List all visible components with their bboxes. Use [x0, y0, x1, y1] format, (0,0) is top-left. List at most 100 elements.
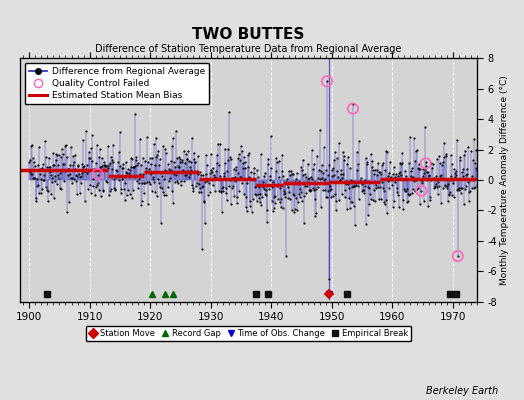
Point — [183, 156, 191, 162]
Point — [440, 154, 448, 160]
Point — [147, 160, 156, 167]
Point — [236, 174, 245, 181]
Point — [347, 199, 355, 206]
Point — [128, 194, 136, 201]
Point — [397, 160, 406, 167]
Point — [306, 187, 314, 193]
Point — [267, 184, 276, 191]
Point — [390, 173, 399, 180]
Point — [258, 182, 266, 188]
Point — [211, 174, 219, 180]
Point — [272, 168, 280, 174]
Point — [217, 185, 226, 191]
Point — [410, 135, 418, 142]
Point — [49, 150, 57, 156]
Point — [199, 183, 207, 189]
Point — [124, 170, 133, 176]
Point — [338, 191, 346, 198]
Point — [75, 190, 84, 196]
Point — [89, 183, 97, 189]
Point — [277, 204, 285, 211]
Point — [42, 154, 50, 160]
Point — [463, 166, 472, 172]
Point — [472, 165, 480, 172]
Point — [247, 176, 255, 183]
Point — [253, 198, 261, 204]
Point — [92, 160, 101, 166]
Point — [88, 158, 96, 164]
Point — [417, 188, 425, 194]
Point — [164, 161, 172, 168]
Title: TWO BUTTES: TWO BUTTES — [192, 27, 305, 42]
Point — [43, 198, 52, 205]
Point — [200, 198, 209, 204]
Point — [108, 166, 117, 172]
Point — [214, 188, 223, 194]
Point — [138, 198, 146, 204]
Point — [32, 194, 40, 201]
Point — [121, 180, 129, 186]
Point — [335, 176, 344, 183]
Point — [122, 159, 130, 165]
Point — [302, 190, 311, 196]
Point — [193, 167, 201, 174]
Point — [408, 190, 416, 196]
Y-axis label: Monthly Temperature Anomaly Difference (°C): Monthly Temperature Anomaly Difference (… — [500, 75, 509, 285]
Point — [331, 148, 339, 155]
Point — [176, 158, 184, 165]
Point — [256, 199, 264, 205]
Point — [304, 161, 312, 168]
Point — [29, 174, 37, 181]
Point — [148, 188, 157, 194]
Point — [250, 170, 258, 176]
Point — [292, 170, 301, 176]
Point — [361, 182, 369, 189]
Point — [346, 177, 355, 184]
Point — [140, 180, 148, 186]
Point — [333, 168, 341, 174]
Point — [336, 177, 344, 183]
Point — [167, 143, 176, 150]
Point — [99, 188, 107, 194]
Point — [326, 183, 334, 189]
Point — [172, 128, 180, 135]
Point — [102, 178, 110, 184]
Point — [106, 160, 115, 166]
Point — [355, 196, 363, 202]
Point — [333, 154, 341, 161]
Point — [432, 172, 440, 179]
Point — [233, 193, 241, 200]
Point — [395, 203, 403, 210]
Point — [419, 173, 427, 180]
Point — [180, 178, 188, 184]
Point — [407, 173, 416, 180]
Point — [449, 180, 457, 186]
Point — [285, 189, 293, 196]
Point — [118, 161, 127, 167]
Point — [288, 206, 296, 213]
Point — [466, 177, 475, 183]
Point — [179, 148, 188, 154]
Point — [216, 140, 224, 147]
Point — [107, 186, 116, 192]
Point — [126, 163, 135, 170]
Point — [241, 164, 249, 171]
Point — [453, 137, 461, 143]
Point — [237, 147, 246, 154]
Point — [80, 163, 88, 169]
Point — [245, 174, 253, 180]
Point — [208, 151, 216, 157]
Point — [313, 180, 321, 186]
Point — [211, 188, 220, 194]
Point — [341, 186, 349, 193]
Point — [61, 142, 69, 149]
Point — [160, 191, 168, 198]
Point — [105, 162, 114, 168]
Point — [366, 191, 374, 197]
Point — [150, 179, 158, 185]
Point — [71, 178, 80, 185]
Point — [445, 192, 453, 198]
Point — [93, 142, 102, 149]
Point — [120, 186, 128, 192]
Point — [330, 157, 338, 163]
